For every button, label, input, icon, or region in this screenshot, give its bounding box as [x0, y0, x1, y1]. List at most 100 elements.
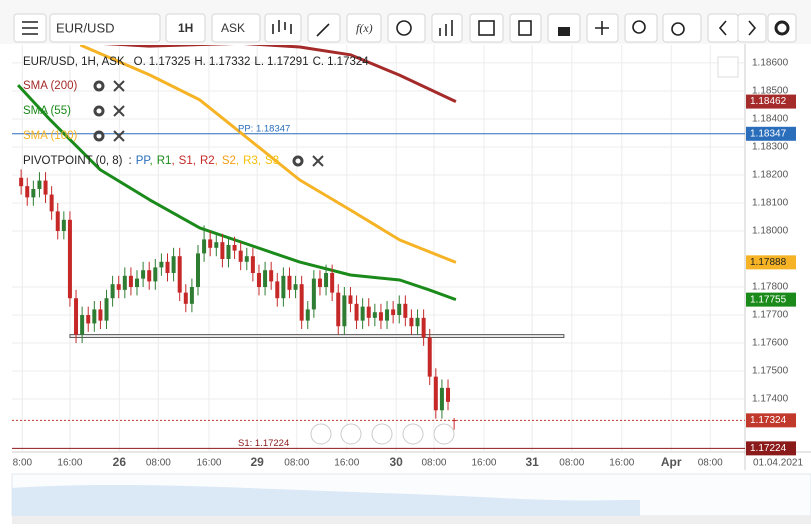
candle-body: [165, 261, 170, 274]
candle-body: [415, 317, 420, 327]
candle-body: [19, 177, 24, 187]
price-tag-bg: [746, 413, 796, 428]
pencil-icon: [316, 23, 330, 37]
pivot-item: PP: [136, 155, 152, 167]
y-tick-label: 1.17500: [752, 366, 789, 377]
candle-body: [324, 273, 329, 288]
legend-remove[interactable]: [113, 130, 125, 142]
next-button[interactable]: [737, 13, 767, 43]
candle-body: [348, 295, 353, 304]
candle-body: [202, 239, 207, 254]
legend-remove[interactable]: [113, 80, 125, 92]
x-tick-label: 26: [113, 455, 127, 469]
pivot-label: S1: 1.17224: [238, 438, 289, 449]
pivot-item: S2: [222, 155, 236, 167]
chart-type-button[interactable]: [264, 13, 302, 43]
y-tick-label: 1.18100: [752, 198, 789, 209]
report-button[interactable]: [509, 13, 542, 43]
nav-reset[interactable]: [371, 423, 393, 445]
calendar-button[interactable]: [469, 13, 504, 43]
sma-tag: 1.17755: [750, 294, 787, 305]
candle-body: [177, 256, 182, 293]
legend-settings[interactable]: [93, 80, 105, 92]
candle-body: [189, 287, 194, 304]
pivot-separator: ,: [193, 155, 196, 167]
pivot-tag-bg: [746, 126, 796, 141]
sma-tag-bg: [746, 94, 796, 109]
candle-body: [317, 278, 322, 288]
candle-body: [403, 303, 408, 318]
candle-body: [92, 309, 97, 324]
ohlc-value: 1.17325: [149, 56, 191, 68]
candle-body: [397, 303, 402, 316]
candle-body: [208, 239, 213, 248]
legend-remove[interactable]: [113, 105, 125, 117]
candle-body: [360, 306, 365, 321]
scrollbar[interactable]: [12, 516, 811, 524]
toolbar: EUR/USD 1H ASK f(x): [0, 0, 811, 44]
prev-icon: [718, 20, 727, 36]
zoom-button[interactable]: [624, 13, 658, 43]
sma-line: [16, 84, 457, 302]
cloud-button[interactable]: [662, 13, 702, 43]
legend-symbol: EUR/USD, 1H, ASK: [23, 56, 125, 68]
candle-body: [311, 278, 316, 310]
pivot-item: S3: [265, 155, 279, 167]
settings-button[interactable]: [767, 13, 797, 43]
candle-body: [446, 387, 451, 402]
indicators-button[interactable]: [346, 13, 382, 43]
interval-button[interactable]: [165, 13, 206, 43]
candle-body: [391, 309, 396, 316]
candle-body: [281, 275, 286, 299]
candle-body: [110, 284, 115, 299]
y-tick-label: 1.17600: [752, 338, 789, 349]
nav-zoom-out[interactable]: [340, 423, 362, 445]
x-tick-label: Apr: [661, 455, 682, 469]
x-tick-label: 16:00: [471, 458, 496, 469]
candle-body: [421, 317, 426, 338]
y-tick-label: 1.18000: [752, 226, 789, 237]
nav-right[interactable]: [433, 423, 455, 445]
next-icon: [748, 20, 757, 36]
x-tick-label: 29: [250, 455, 264, 469]
x-tick-label: 08:00: [421, 458, 446, 469]
y-tick-label: 1.18200: [752, 170, 789, 181]
plot: [12, 45, 745, 452]
pivot-label: PP: 1.18347: [238, 123, 290, 134]
support-box: [69, 334, 565, 338]
y-tick-label: 1.18600: [752, 58, 789, 69]
y-tick-label: 1.18300: [752, 142, 789, 153]
nav-left[interactable]: [310, 423, 332, 445]
nav-zoom-in[interactable]: [402, 423, 424, 445]
candle-body: [31, 188, 36, 198]
side-button[interactable]: [211, 13, 261, 43]
info-button[interactable]: [387, 13, 426, 43]
candle-body: [366, 306, 371, 318]
volume-button[interactable]: [431, 13, 463, 43]
legend-remove[interactable]: [312, 155, 324, 167]
info-icon: [396, 20, 412, 36]
symbol: EUR/USD: [56, 20, 115, 35]
legend-settings[interactable]: [93, 130, 105, 142]
pivot-separator: ,: [236, 155, 239, 167]
date-label: 01.04.2021: [753, 458, 803, 469]
pivot-separator: ,: [171, 155, 174, 167]
candle-body: [305, 309, 310, 321]
ohlc-label: C.: [313, 56, 325, 68]
fullscreen-button[interactable]: [717, 56, 739, 78]
candle-body: [61, 219, 66, 231]
prev-button[interactable]: [707, 13, 739, 43]
candle-body: [452, 420, 457, 422]
candle-body: [98, 309, 103, 321]
legend-settings[interactable]: [93, 105, 105, 117]
candle-body: [342, 295, 347, 327]
candle-body: [135, 278, 140, 288]
candle-body: [269, 270, 274, 282]
candle-body: [80, 315, 85, 335]
symbol-box[interactable]: [49, 13, 161, 43]
pivot-prefix: :: [128, 155, 131, 167]
candle-body: [409, 317, 414, 327]
x-tick-label: 8:00: [13, 458, 33, 469]
candle-body: [238, 250, 243, 262]
legend-settings[interactable]: [292, 155, 304, 167]
